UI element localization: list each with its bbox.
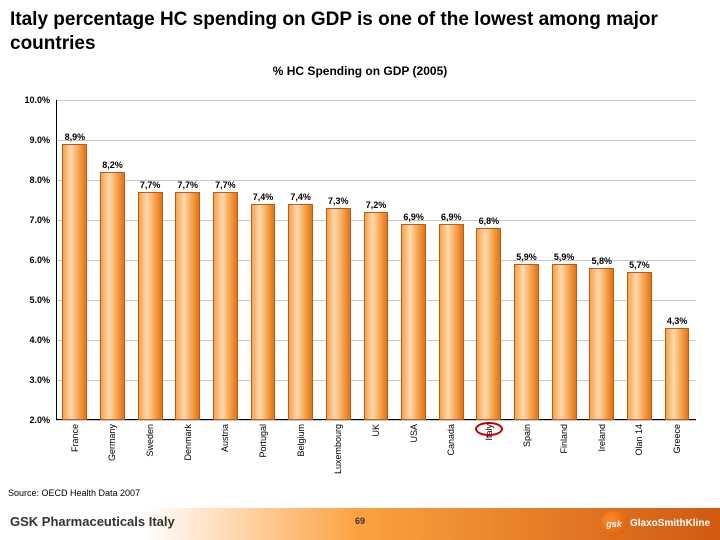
source-text: Source: OECD Health Data 2007 xyxy=(8,488,140,498)
bar xyxy=(364,212,389,420)
x-axis-label: USA xyxy=(409,424,419,443)
bar-slot: 6,8%Italy xyxy=(470,100,508,420)
bar xyxy=(175,192,200,420)
bar-slot: 5,9%Spain xyxy=(508,100,546,420)
slide-title: Italy percentage HC spending on GDP is o… xyxy=(0,0,720,60)
plot-region: 2.0%3.0%4.0%5.0%6.0%7.0%8.0%9.0%10.0%8,9… xyxy=(56,100,696,420)
highlight-ellipse xyxy=(475,422,503,436)
bar-slot: 6,9%USA xyxy=(395,100,433,420)
bar-value-label: 7,7% xyxy=(140,180,161,190)
bar-value-label: 5,7% xyxy=(629,260,650,270)
bar xyxy=(138,192,163,420)
bar xyxy=(627,272,652,420)
y-axis-label: 3.0% xyxy=(29,375,50,385)
bar xyxy=(401,224,426,420)
bar-slot: 7,7%Denmark xyxy=(169,100,207,420)
bar-slot: 7,4%Belgium xyxy=(282,100,320,420)
y-axis-label: 10.0% xyxy=(24,95,50,105)
x-axis-label: France xyxy=(70,424,80,452)
bar-value-label: 6,9% xyxy=(403,212,424,222)
x-axis-label: UK xyxy=(371,424,381,437)
bar-value-label: 8,2% xyxy=(102,160,123,170)
bar-value-label: 7,7% xyxy=(177,180,198,190)
bar xyxy=(476,228,501,420)
x-axis-label: Austria xyxy=(220,424,230,452)
bar xyxy=(62,144,87,420)
bar-slot: 8,9%France xyxy=(56,100,94,420)
bar-slot: 7,3%Luxembourg xyxy=(319,100,357,420)
bar xyxy=(100,172,125,420)
bar-value-label: 7,4% xyxy=(290,192,311,202)
footer-org: GSK Pharmaceuticals Italy xyxy=(10,514,175,529)
x-axis-label: Germany xyxy=(107,424,117,461)
bar xyxy=(288,204,313,420)
bar-slot: 7,4%Portugal xyxy=(244,100,282,420)
bar-value-label: 8,9% xyxy=(65,132,86,142)
x-axis-label: Canada xyxy=(446,424,456,456)
x-axis-label: Portugal xyxy=(258,424,268,458)
x-axis-label: Spain xyxy=(522,424,532,447)
bar-slot: 8,2%Germany xyxy=(94,100,132,420)
y-axis-label: 7.0% xyxy=(29,215,50,225)
bar-slot: 5,7%Olan 14 xyxy=(621,100,659,420)
bar-slot: 7,7%Austria xyxy=(207,100,245,420)
bar xyxy=(251,204,276,420)
bar xyxy=(665,328,690,420)
footer-page-number: 69 xyxy=(355,516,365,526)
x-axis-label: Finland xyxy=(559,424,569,454)
brand-name: GlaxoSmithKline xyxy=(630,519,710,529)
bar xyxy=(552,264,577,420)
gsk-badge-icon: gsk xyxy=(601,511,627,537)
bar-slot: 5,9%Finland xyxy=(545,100,583,420)
bar xyxy=(589,268,614,420)
bar-value-label: 7,7% xyxy=(215,180,236,190)
bar-slot: 7,7%Sweden xyxy=(131,100,169,420)
bar-slot: 6,9%Canada xyxy=(432,100,470,420)
chart-title: % HC Spending on GDP (2005) xyxy=(0,64,720,78)
x-axis-label: Greece xyxy=(672,424,682,454)
y-axis-label: 8.0% xyxy=(29,175,50,185)
x-axis-label: Luxembourg xyxy=(333,424,343,474)
bar xyxy=(326,208,351,420)
bar-slot: 5,8%Ireland xyxy=(583,100,621,420)
brand-line1: GlaxoSmithKline xyxy=(630,519,710,529)
bar-slot: 7,2%UK xyxy=(357,100,395,420)
x-axis-label: Sweden xyxy=(145,424,155,457)
bars-container: 8,9%France8,2%Germany7,7%Sweden7,7%Denma… xyxy=(56,100,696,420)
y-axis-label: 2.0% xyxy=(29,415,50,425)
y-axis-label: 6.0% xyxy=(29,255,50,265)
bar-slot: 4,3%Greece xyxy=(658,100,696,420)
bar xyxy=(514,264,539,420)
x-axis-label: Olan 14 xyxy=(634,424,644,456)
x-axis-label: Ireland xyxy=(597,424,607,452)
bar-value-label: 6,8% xyxy=(479,216,500,226)
gridline xyxy=(56,420,696,421)
bar xyxy=(439,224,464,420)
x-axis-label: Denmark xyxy=(183,424,193,461)
bar-value-label: 5,8% xyxy=(592,256,613,266)
bar xyxy=(213,192,238,420)
bar-value-label: 7,2% xyxy=(366,200,387,210)
y-axis-label: 9.0% xyxy=(29,135,50,145)
x-axis-label: Belgium xyxy=(296,424,306,457)
bar-value-label: 7,4% xyxy=(253,192,274,202)
y-axis-label: 4.0% xyxy=(29,335,50,345)
brand-logo: gsk GlaxoSmithKline xyxy=(601,511,710,537)
bar-value-label: 5,9% xyxy=(516,252,537,262)
bar-value-label: 6,9% xyxy=(441,212,462,222)
bar-value-label: 5,9% xyxy=(554,252,575,262)
bar-value-label: 7,3% xyxy=(328,196,349,206)
footer: GSK Pharmaceuticals Italy 69 gsk GlaxoSm… xyxy=(0,508,720,540)
chart-area: 2.0%3.0%4.0%5.0%6.0%7.0%8.0%9.0%10.0%8,9… xyxy=(56,100,696,420)
bar-value-label: 4,3% xyxy=(667,316,688,326)
y-axis-label: 5.0% xyxy=(29,295,50,305)
